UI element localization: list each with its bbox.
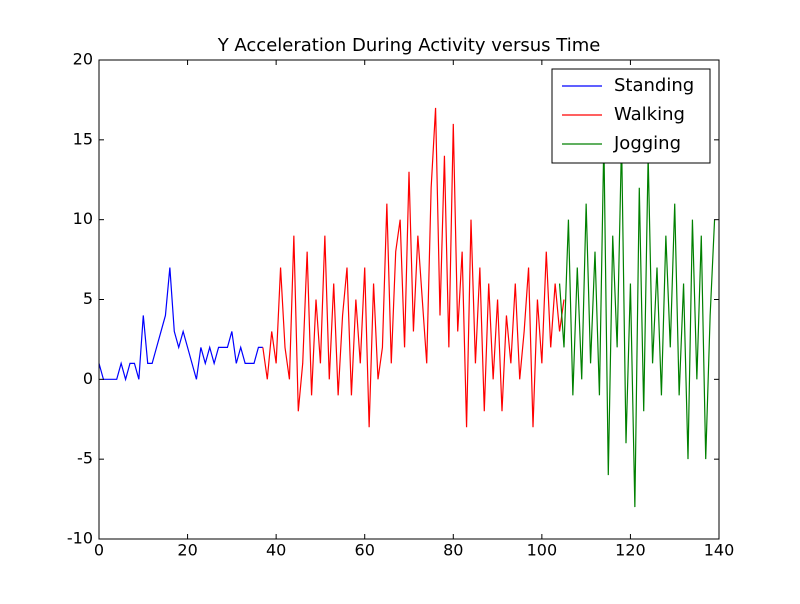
series-line: [98, 267, 263, 382]
legend-label: Standing: [614, 75, 694, 96]
x-tick-label: 40: [266, 541, 286, 560]
y-tick-label: 5: [83, 289, 93, 308]
chart-title: Y Acceleration During Activity versus Ti…: [217, 35, 601, 56]
legend-label: Walking: [614, 104, 685, 125]
x-tick-label: 0: [94, 541, 104, 560]
y-tick-label: 15: [73, 129, 93, 148]
x-tick-label: 120: [615, 541, 646, 560]
y-tick-label: 10: [73, 209, 93, 228]
y-tick-label: -5: [77, 449, 93, 468]
x-tick-label: 80: [443, 541, 463, 560]
legend-label: Jogging: [613, 133, 681, 154]
y-tick-label: 0: [83, 369, 93, 388]
y-tick-label: -10: [67, 529, 93, 548]
series-line: [558, 139, 716, 508]
x-tick-label: 100: [527, 541, 558, 560]
legend-box: [551, 68, 711, 164]
series-line: [262, 107, 565, 428]
x-tick-label: 140: [704, 541, 735, 560]
x-tick-label: 20: [177, 541, 197, 560]
y-tick-label: 20: [73, 50, 93, 69]
x-tick-label: 60: [355, 541, 375, 560]
